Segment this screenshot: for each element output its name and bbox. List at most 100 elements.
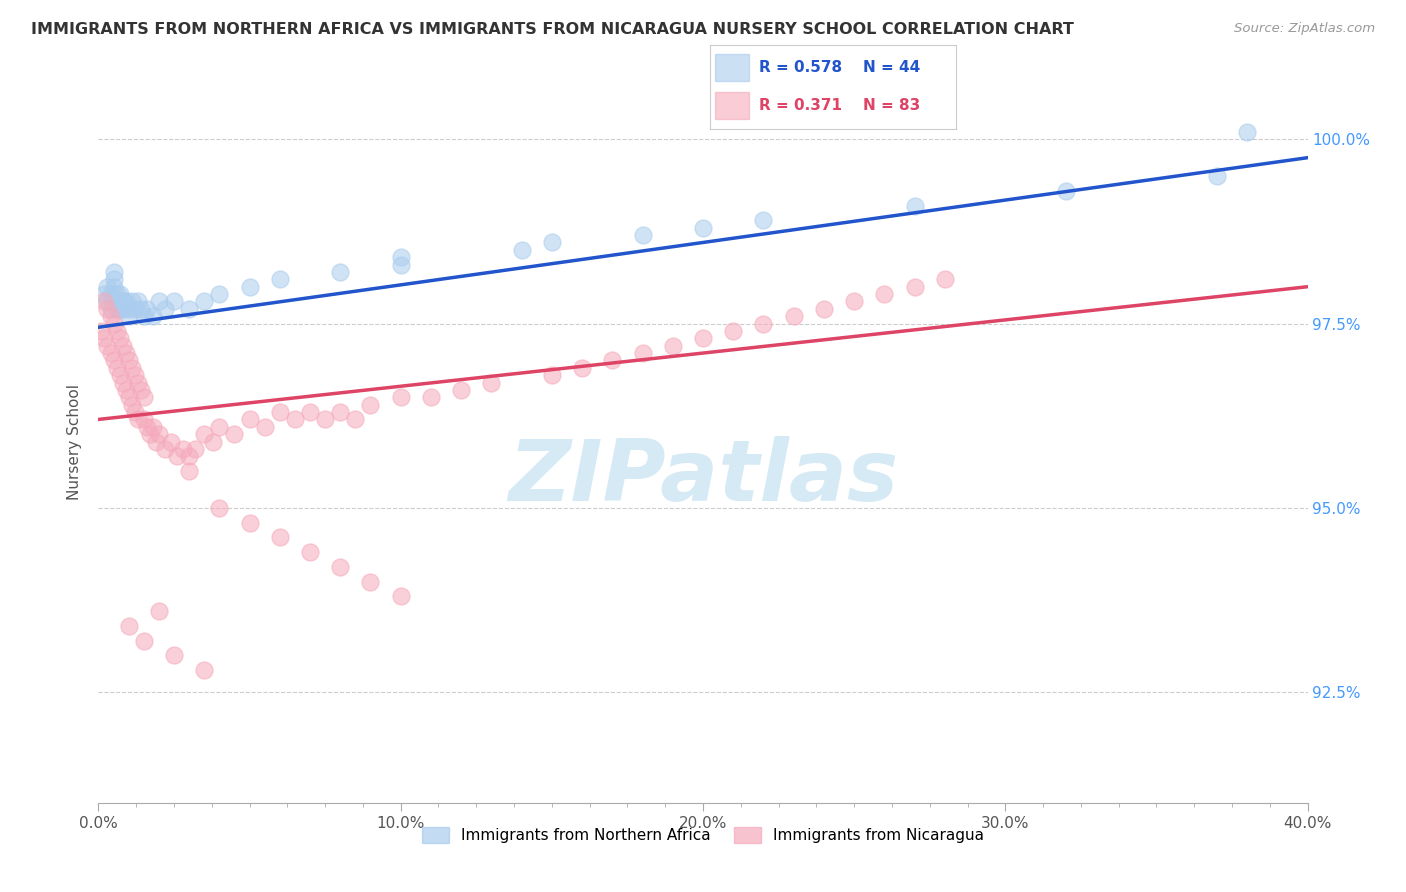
Point [121,294,143,309]
Point [934,272,956,286]
Point [389,250,412,264]
Point [299,545,322,559]
Point [111,339,134,353]
Point [145,434,167,449]
Point [783,309,806,323]
Point [360,574,382,589]
Point [96,301,118,316]
Point [114,346,136,360]
Point [153,442,176,456]
Point [299,405,322,419]
Text: R = 0.578: R = 0.578 [759,60,842,75]
Point [193,663,215,677]
Point [692,331,714,345]
Point [121,398,143,412]
Point [129,301,152,316]
Point [329,560,352,574]
Point [163,294,186,309]
Point [269,530,291,544]
Point [873,287,896,301]
Point [127,294,149,309]
Point [481,376,503,390]
Y-axis label: Nursery School: Nursery School [67,384,83,500]
Point [124,405,146,419]
Point [723,324,745,338]
Point [1206,169,1229,183]
Point [224,427,246,442]
Point [142,309,165,323]
Point [844,294,866,309]
Point [1236,125,1258,139]
Text: N = 44: N = 44 [862,60,920,75]
Point [118,353,141,368]
Point [314,412,336,426]
Point [510,243,533,257]
Point [103,279,125,293]
Point [139,427,162,442]
Point [108,368,131,383]
Point [692,220,714,235]
Point [108,331,131,345]
Point [904,199,927,213]
Point [450,383,472,397]
Point [100,346,122,360]
Legend: Immigrants from Northern Africa, Immigrants from Nicaragua: Immigrants from Northern Africa, Immigra… [415,822,991,849]
Point [184,442,207,456]
Point [111,301,134,316]
Text: ZIPatlas: ZIPatlas [508,436,898,519]
Point [93,294,115,309]
Point [103,353,125,368]
Point [148,427,170,442]
Bar [716,92,749,120]
Point [103,265,125,279]
Point [631,228,654,243]
Text: IMMIGRANTS FROM NORTHERN AFRICA VS IMMIGRANTS FROM NICARAGUA NURSERY SCHOOL CORR: IMMIGRANTS FROM NORTHERN AFRICA VS IMMIG… [31,22,1074,37]
Point [360,398,382,412]
Point [127,412,149,426]
Point [153,301,176,316]
Point [148,294,170,309]
Point [129,383,152,397]
Point [193,427,215,442]
Point [239,412,262,426]
Point [813,301,835,316]
Point [132,633,155,648]
Point [135,419,157,434]
Point [269,405,291,419]
Point [389,590,412,604]
Point [329,265,352,279]
Point [420,390,443,404]
Point [124,368,146,383]
Point [142,419,165,434]
Text: Source: ZipAtlas.com: Source: ZipAtlas.com [1234,22,1375,36]
Point [752,213,775,227]
Point [166,450,188,464]
Point [179,301,201,316]
Point [100,287,122,301]
Text: N = 83: N = 83 [862,98,920,113]
Point [284,412,307,426]
Point [108,287,131,301]
Point [661,339,683,353]
Point [93,287,115,301]
Point [118,390,141,404]
Point [540,235,562,250]
Point [344,412,367,426]
Point [118,301,141,316]
Point [389,258,412,272]
Point [179,450,201,464]
Point [114,383,136,397]
Point [118,309,141,323]
Point [93,331,115,345]
Point [111,294,134,309]
Point [105,360,128,375]
Point [90,324,112,338]
Point [208,287,231,301]
Point [132,390,155,404]
Point [105,301,128,316]
Point [253,419,276,434]
Point [208,419,231,434]
Point [105,287,128,301]
Point [135,301,157,316]
Point [96,279,118,293]
